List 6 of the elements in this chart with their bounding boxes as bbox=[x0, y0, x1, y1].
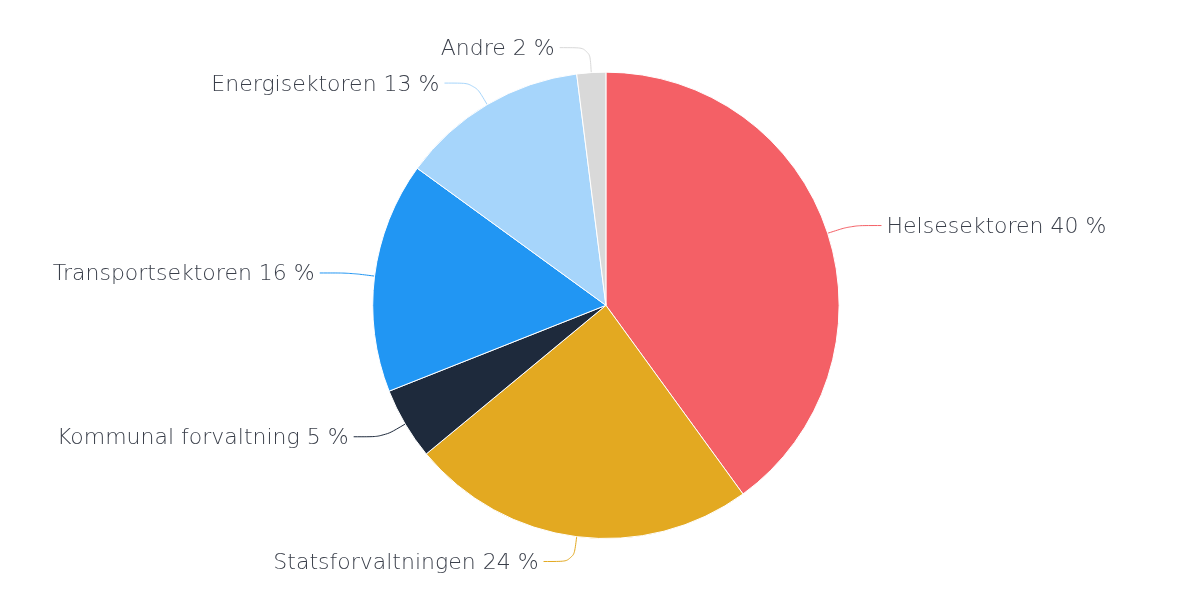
slice-label: Andre 2 % bbox=[440, 35, 555, 61]
slice-label: Statsforvaltningen 24 % bbox=[273, 548, 539, 574]
slice-label: Kommunal forvaltning 5 % bbox=[56, 424, 349, 450]
slice-label: Energisektoren 13 % bbox=[211, 70, 440, 96]
slice-label: Transportsektoren 16 % bbox=[52, 260, 315, 286]
slice-label: Helsesektoren 40 % bbox=[886, 213, 1107, 239]
